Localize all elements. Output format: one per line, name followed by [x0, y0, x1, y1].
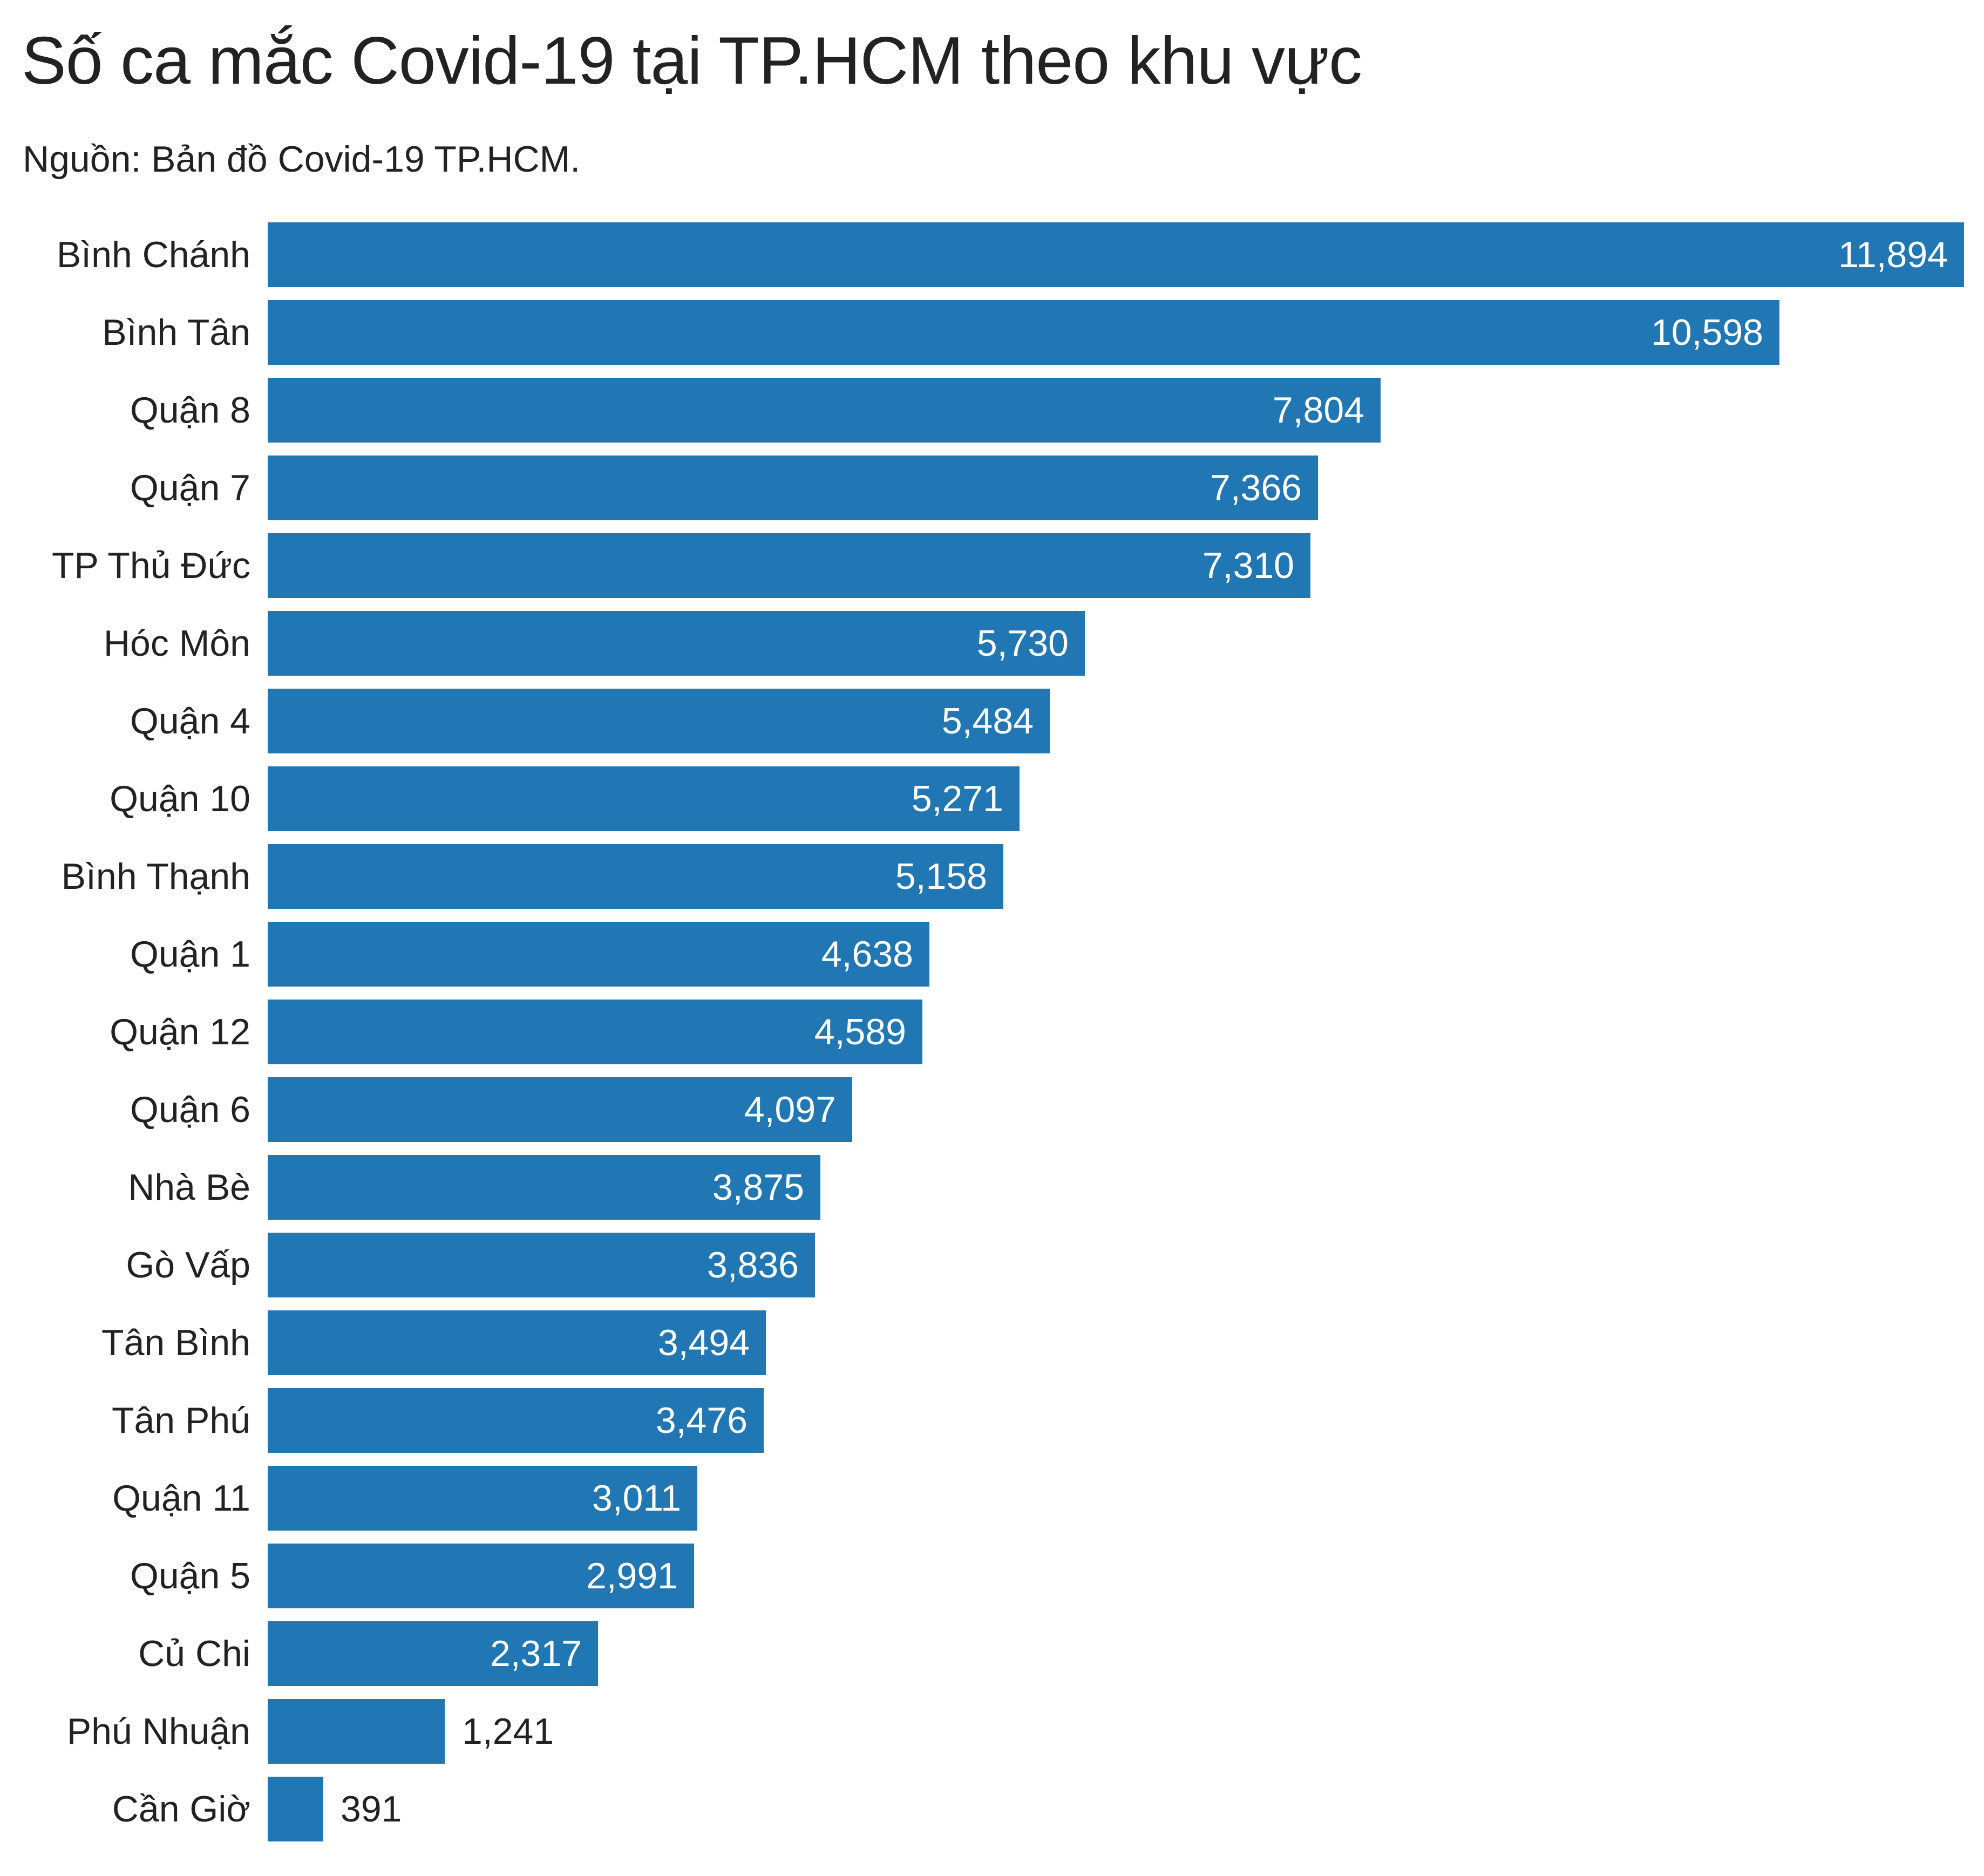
value-label: 5,484 [941, 701, 1034, 742]
bar [268, 1466, 697, 1531]
category-label: Bình Thạnh [61, 856, 250, 897]
bar [268, 844, 1003, 909]
value-label: 4,097 [744, 1089, 836, 1130]
category-label: Quận 11 [112, 1478, 250, 1519]
category-label: Quận 6 [130, 1089, 250, 1130]
value-label: 2,317 [490, 1633, 582, 1674]
bar [268, 1310, 766, 1375]
category-label: Quận 4 [130, 701, 250, 742]
chart-subtitle: Nguồn: Bản đồ Covid-19 TP.HCM. [23, 139, 581, 180]
bar-row: Gò Vấp 3,836 [0, 1233, 1984, 1297]
category-label: Hóc Môn [103, 623, 250, 664]
bar [268, 378, 1381, 443]
value-label: 4,589 [814, 1011, 906, 1052]
bar [268, 456, 1318, 520]
value-label: 2,991 [586, 1555, 678, 1596]
bar [268, 222, 1964, 287]
category-label: Quận 1 [130, 934, 250, 975]
bar-row: Quận 10 5,271 [0, 766, 1984, 831]
bar-row: Quận 8 7,804 [0, 378, 1984, 443]
bar [268, 533, 1310, 598]
bar-row: Củ Chi 2,317 [0, 1621, 1984, 1686]
bar-row: Quận 1 4,638 [0, 922, 1984, 987]
bar [268, 1233, 815, 1297]
value-label: 7,366 [1210, 467, 1302, 508]
value-label: 4,638 [821, 934, 913, 975]
bar-row: Cần Giờ 391 [0, 1777, 1984, 1841]
bar-row: Quận 7 7,366 [0, 456, 1984, 520]
category-label: Gò Vấp [126, 1245, 250, 1286]
bar-row: Quận 5 2,991 [0, 1544, 1984, 1608]
bar [268, 1777, 323, 1841]
bar-row: Bình Tân 10,598 [0, 300, 1984, 365]
value-label: 3,011 [592, 1478, 681, 1519]
bar-row: TP Thủ Đức 7,310 [0, 533, 1984, 598]
bar [268, 1155, 820, 1220]
bar [268, 689, 1050, 753]
category-label: TP Thủ Đức [51, 545, 250, 586]
value-label: 3,875 [712, 1167, 804, 1208]
value-label: 1,241 [462, 1711, 554, 1752]
category-label: Quận 10 [110, 778, 250, 819]
value-label: 391 [341, 1789, 402, 1830]
category-label: Phú Nhuận [66, 1711, 250, 1752]
bar-row: Quận 12 4,589 [0, 1000, 1984, 1064]
value-label: 5,271 [911, 778, 1003, 819]
category-label: Tân Bình [101, 1322, 250, 1363]
chart-title: Số ca mắc Covid-19 tại TP.HCM theo khu v… [22, 24, 1362, 98]
bar-row: Tân Phú 3,476 [0, 1388, 1984, 1453]
value-label: 3,836 [706, 1245, 799, 1286]
value-label: 3,476 [655, 1400, 748, 1441]
value-label: 5,730 [976, 623, 1069, 664]
bar [268, 1077, 852, 1142]
bar [268, 1699, 445, 1764]
bar-row: Quận 11 3,011 [0, 1466, 1984, 1531]
value-label: 7,310 [1202, 545, 1294, 586]
bar-row: Quận 4 5,484 [0, 689, 1984, 753]
bar [268, 300, 1779, 365]
category-label: Quận 7 [130, 467, 250, 508]
bar-row: Nhà Bè 3,875 [0, 1155, 1984, 1220]
category-label: Quận 12 [110, 1011, 250, 1052]
category-label: Bình Chánh [56, 234, 250, 275]
bar-row: Quận 6 4,097 [0, 1077, 1984, 1142]
category-label: Bình Tân [102, 312, 250, 353]
bar [268, 1544, 694, 1608]
category-label: Tân Phú [111, 1400, 250, 1441]
value-label: 5,158 [895, 856, 987, 897]
category-label: Quận 5 [130, 1555, 250, 1596]
bar [268, 611, 1085, 676]
value-label: 11,894 [1838, 234, 1948, 275]
category-label: Quận 8 [130, 390, 250, 431]
bar-row: Phú Nhuận 1,241 [0, 1699, 1984, 1764]
category-label: Củ Chi [138, 1633, 250, 1674]
category-label: Cần Giờ [112, 1789, 250, 1830]
bar-row: Bình Chánh 11,894 [0, 222, 1984, 287]
bar [268, 1000, 922, 1064]
value-label: 7,804 [1272, 390, 1364, 431]
category-label: Nhà Bè [128, 1167, 250, 1208]
bar-row: Bình Thạnh 5,158 [0, 844, 1984, 909]
bar [268, 766, 1020, 831]
bar [268, 1621, 598, 1686]
bar [268, 1388, 764, 1453]
bar [268, 922, 929, 987]
value-label: 10,598 [1651, 312, 1763, 353]
bar-row: Hóc Môn 5,730 [0, 611, 1984, 676]
value-label: 3,494 [657, 1322, 750, 1363]
bar-row: Tân Bình 3,494 [0, 1310, 1984, 1375]
